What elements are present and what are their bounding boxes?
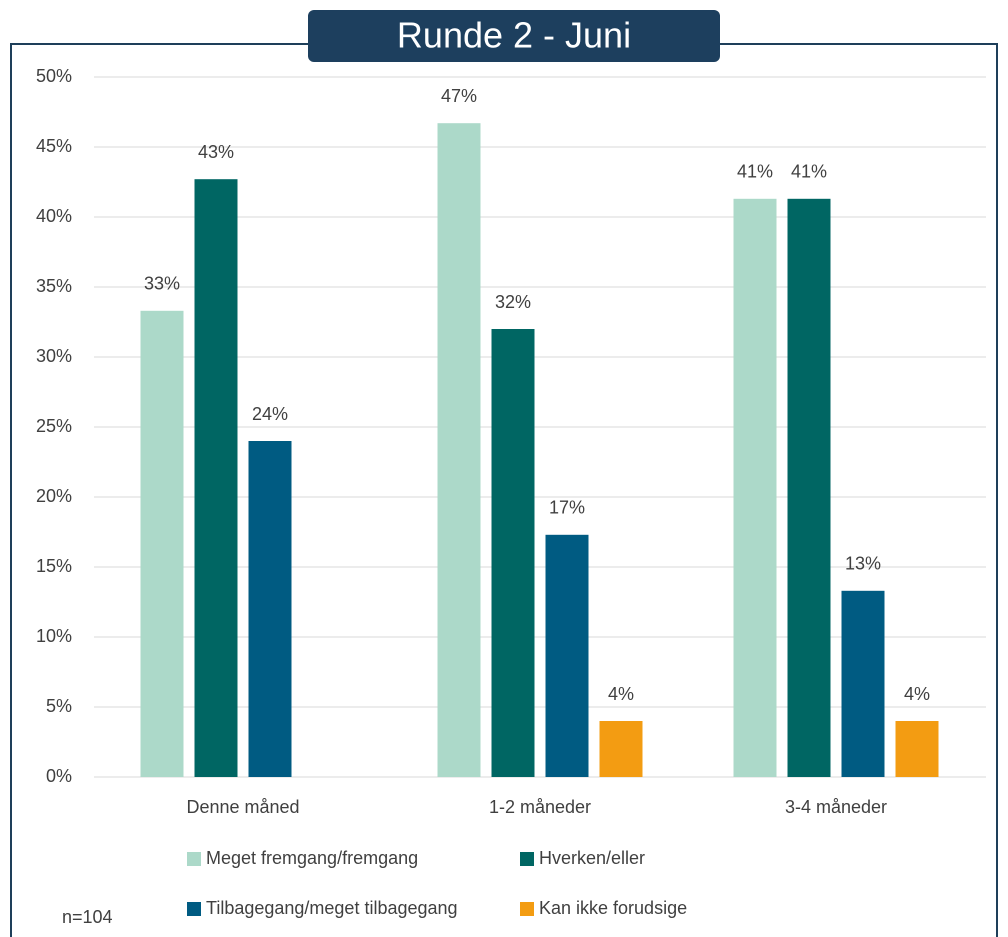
legend-label: Kan ikke forudsige: [539, 898, 687, 918]
data-label: 47%: [441, 86, 477, 106]
y-tick-label: 50%: [36, 66, 72, 86]
data-label: 17%: [549, 498, 585, 518]
bar: [194, 179, 238, 777]
bar: [733, 198, 777, 778]
legend-swatch: [187, 902, 201, 916]
y-tick-label: 15%: [36, 556, 72, 576]
legend-label: Tilbagegang/meget tilbagegang: [206, 898, 458, 918]
y-tick-label: 40%: [36, 206, 72, 226]
data-label: 41%: [737, 162, 773, 182]
x-tick-label: 1-2 måneder: [489, 797, 591, 817]
data-label: 33%: [144, 274, 180, 294]
data-label: 41%: [791, 162, 827, 182]
chart-title: Runde 2 - Juni: [397, 15, 631, 56]
y-tick-label: 35%: [36, 276, 72, 296]
bar: [895, 721, 939, 777]
y-tick-label: 25%: [36, 416, 72, 436]
legend-swatch: [520, 852, 534, 866]
bar: [545, 534, 589, 777]
bar: [599, 721, 643, 777]
data-label: 4%: [904, 684, 930, 704]
data-label: 24%: [252, 404, 288, 424]
x-tick-label: Denne måned: [186, 797, 299, 817]
note: n=104: [62, 907, 113, 927]
bar: [248, 441, 292, 777]
legend-swatch: [187, 852, 201, 866]
bar: [787, 198, 831, 778]
data-label: 13%: [845, 554, 881, 574]
y-tick-label: 5%: [46, 696, 72, 716]
bar: [491, 329, 535, 777]
legend-label: Meget fremgang/fremgang: [206, 848, 418, 868]
y-tick-label: 0%: [46, 766, 72, 786]
y-tick-label: 20%: [36, 486, 72, 506]
y-tick-label: 30%: [36, 346, 72, 366]
legend-swatch: [520, 902, 534, 916]
legend-label: Hverken/eller: [539, 848, 645, 868]
bar: [437, 123, 481, 777]
x-tick-label: 3-4 måneder: [785, 797, 887, 817]
data-label: 43%: [198, 142, 234, 162]
bar: [841, 590, 885, 777]
title-box: [308, 10, 720, 62]
bar: [140, 310, 184, 777]
y-tick-label: 10%: [36, 626, 72, 646]
data-label: 4%: [608, 684, 634, 704]
data-label: 32%: [495, 292, 531, 312]
y-tick-label: 45%: [36, 136, 72, 156]
